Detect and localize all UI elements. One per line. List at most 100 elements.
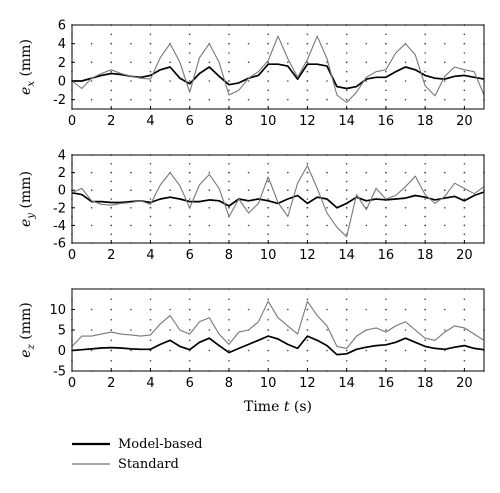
grid-dot bbox=[443, 224, 446, 227]
grid-dot bbox=[188, 233, 191, 235]
grid-dot bbox=[443, 80, 446, 82]
grid-dot bbox=[443, 308, 446, 311]
grid-dot bbox=[110, 349, 113, 352]
grid-dot bbox=[287, 207, 289, 209]
grid-dot bbox=[130, 42, 132, 45]
grid-dot bbox=[424, 171, 426, 174]
grid-dot bbox=[365, 189, 368, 191]
x-tick-label: 8 bbox=[225, 114, 233, 129]
grid-dot bbox=[188, 61, 191, 64]
grid-dot bbox=[228, 61, 230, 64]
grid-dot bbox=[90, 308, 93, 311]
grid-dot bbox=[169, 207, 171, 209]
grid-dot bbox=[110, 180, 113, 183]
grid-dot bbox=[385, 339, 387, 342]
grid-dot bbox=[306, 233, 309, 235]
grid-dot bbox=[424, 61, 426, 64]
grid-dot bbox=[287, 329, 289, 331]
grid-dot bbox=[463, 70, 466, 73]
grid-dot bbox=[443, 98, 446, 101]
x-tick-label: 10 bbox=[260, 248, 277, 263]
grid-dot bbox=[463, 329, 466, 331]
grid-dot bbox=[404, 98, 407, 101]
grid-dot bbox=[326, 224, 328, 227]
grid-dot bbox=[385, 70, 387, 73]
x-tick-label: 10 bbox=[260, 376, 277, 391]
y-tick-label: 0 bbox=[58, 344, 66, 359]
grid-dot bbox=[385, 163, 387, 165]
grid-dot bbox=[188, 308, 191, 311]
grid-dot bbox=[130, 98, 132, 101]
y-tick-label: 2 bbox=[58, 166, 66, 181]
grid-dot bbox=[463, 318, 466, 321]
x-tick-label: 14 bbox=[338, 114, 355, 129]
grid-dot bbox=[110, 171, 113, 174]
grid-dot bbox=[326, 189, 328, 191]
grid-dot bbox=[463, 33, 466, 36]
grid-dot bbox=[345, 339, 348, 342]
grid-dot bbox=[326, 171, 328, 174]
grid-dot bbox=[424, 349, 426, 352]
grid-dot bbox=[188, 298, 191, 301]
grid-dot bbox=[345, 318, 348, 321]
grid-dot bbox=[267, 89, 269, 92]
grid-dot bbox=[443, 189, 446, 191]
grid-dot bbox=[365, 98, 368, 101]
x-tick-label: 16 bbox=[378, 248, 395, 263]
grid-dot bbox=[306, 207, 309, 209]
grid-dot bbox=[424, 224, 426, 227]
grid-dot bbox=[169, 329, 171, 331]
grid-dot bbox=[424, 180, 426, 183]
grid-dot bbox=[345, 215, 348, 218]
y-axis-label-x: ex (mm) bbox=[18, 39, 37, 95]
grid-dot bbox=[110, 98, 113, 101]
grid-dot bbox=[267, 80, 269, 82]
grid-dot bbox=[90, 189, 93, 191]
grid-dot bbox=[188, 180, 191, 183]
grid-dot bbox=[149, 80, 152, 82]
grid-dot bbox=[306, 215, 309, 218]
grid-dot bbox=[463, 189, 466, 191]
grid-dot bbox=[463, 89, 466, 92]
grid-dot bbox=[267, 359, 269, 362]
grid-dot bbox=[424, 233, 426, 235]
grid-dot bbox=[306, 329, 309, 331]
grid-dot bbox=[287, 308, 289, 311]
grid-dot bbox=[228, 180, 230, 183]
grid-dot bbox=[149, 163, 152, 165]
grid-dot bbox=[90, 207, 93, 209]
grid-dot bbox=[149, 329, 152, 331]
grid-dot bbox=[247, 224, 250, 227]
grid-dot bbox=[306, 33, 309, 36]
grid-dot bbox=[208, 224, 211, 227]
series-line-model-based-x bbox=[72, 63, 485, 90]
grid-dot bbox=[267, 52, 269, 54]
grid-dot bbox=[228, 42, 230, 45]
x-tick-label: 18 bbox=[417, 114, 434, 129]
grid-dot bbox=[326, 80, 328, 82]
grid-dot bbox=[228, 359, 230, 362]
grid-dot bbox=[345, 33, 348, 36]
grid-dot bbox=[228, 98, 230, 101]
grid-dot bbox=[188, 339, 191, 342]
grid-dot bbox=[306, 80, 309, 82]
grid-dot bbox=[267, 180, 269, 183]
grid-dot bbox=[247, 61, 250, 64]
grid-dot bbox=[188, 52, 191, 54]
grid-dot bbox=[90, 61, 93, 64]
grid-dot bbox=[345, 298, 348, 301]
x-axis-label: Time t (s) bbox=[244, 399, 312, 415]
grid-dot bbox=[463, 207, 466, 209]
series-line-model-based-z bbox=[71, 335, 485, 356]
grid-dot bbox=[228, 198, 230, 200]
grid-dot bbox=[404, 61, 407, 64]
x-tick-label: 2 bbox=[107, 114, 115, 129]
grid-dot bbox=[228, 339, 230, 342]
grid-dot bbox=[110, 308, 113, 311]
grid-dot bbox=[306, 42, 309, 45]
grid-dot bbox=[130, 80, 132, 82]
grid-dot bbox=[110, 163, 113, 165]
grid-dot bbox=[365, 308, 368, 311]
grid-dot bbox=[345, 70, 348, 73]
